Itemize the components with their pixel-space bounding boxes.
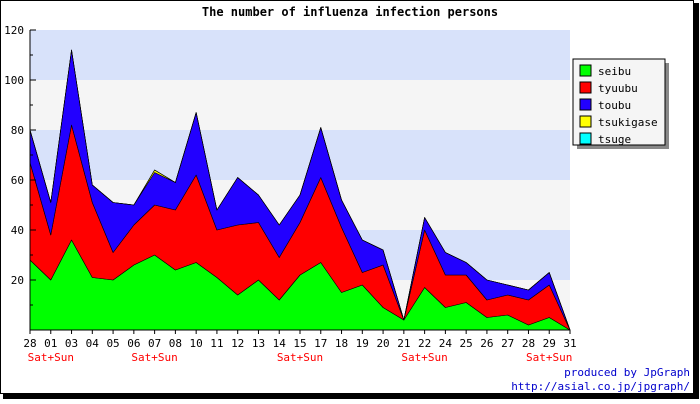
y-tick-label: 100 xyxy=(4,74,24,87)
y-tick-label: 60 xyxy=(11,174,24,187)
legend-label-tyuubu: tyuubu xyxy=(598,82,638,95)
y-tick-label: 120 xyxy=(4,24,24,37)
credit-line-2: http://asial.co.jp/jpgraph/ xyxy=(511,380,690,393)
x-tick-label: 27 xyxy=(501,337,514,350)
y-tick-label: 20 xyxy=(11,274,24,287)
legend-swatch-seibu xyxy=(579,64,592,77)
plot-band xyxy=(30,80,570,130)
x-tick-label: 31 xyxy=(563,337,576,350)
x-axis: 28 01 03 04 05 06 07 08 10 11 12 13 14 15 17 18 19 20 21 22… xyxy=(23,329,577,364)
x-tick-label: 04 xyxy=(86,337,100,350)
x-tick-label: 21 xyxy=(397,337,410,350)
x-tick-label: 06 xyxy=(127,337,140,350)
chart-title: The number of influenza infection person… xyxy=(202,5,498,19)
x-tick-label: 29 xyxy=(543,337,556,350)
x-tick-label: 05 xyxy=(106,337,119,350)
plot-band xyxy=(30,130,570,180)
x-tick-label: 28 xyxy=(522,337,535,350)
x-tick-label: 28 xyxy=(23,337,36,350)
x-tick-label: 03 xyxy=(65,337,78,350)
x-tick-label: 07 xyxy=(148,337,161,350)
x-tick-label: 11 xyxy=(210,337,223,350)
legend-label-tsuge: tsuge xyxy=(598,133,631,146)
x-tick-label: 12 xyxy=(231,337,244,350)
x-weekend-label: Sat+Sun xyxy=(277,351,323,364)
x-tick-label: 25 xyxy=(460,337,473,350)
x-tick-label: 08 xyxy=(169,337,182,350)
x-tick-label: 26 xyxy=(480,337,493,350)
plot-areas xyxy=(29,49,571,331)
x-weekend-label: Sat+Sun xyxy=(28,351,74,364)
plot-band xyxy=(30,30,570,80)
y-tick-label: 40 xyxy=(11,224,24,237)
x-tick-label: 19 xyxy=(356,337,369,350)
legend-label-toubu: toubu xyxy=(598,99,631,112)
y-tick-label: 80 xyxy=(11,124,24,137)
legend-label-seibu: seibu xyxy=(598,65,631,78)
x-tick-label: 10 xyxy=(190,337,203,350)
x-tick-label: 17 xyxy=(314,337,327,350)
legend-swatch-toubu xyxy=(579,98,592,111)
x-weekend-label: Sat+Sun xyxy=(401,351,447,364)
legend-swatch-tyuubu xyxy=(579,81,592,94)
legend-label-tsukigase: tsukigase xyxy=(598,116,658,129)
legend-swatch-tsuge xyxy=(579,132,592,145)
x-tick-label: 15 xyxy=(293,337,306,350)
x-tick-label: 14 xyxy=(273,337,287,350)
legend: seibu tyuubu toubu tsukigase tsuge xyxy=(572,58,669,149)
legend-swatch-tsukigase xyxy=(579,115,592,128)
credit-line-1: produced by JpGraph xyxy=(564,366,690,379)
y-axis: 20 40 60 80 100 120 xyxy=(4,24,36,330)
x-tick-label: 22 xyxy=(418,337,431,350)
x-tick-label: 18 xyxy=(335,337,348,350)
x-tick-label: 24 xyxy=(439,337,453,350)
x-tick-label: 20 xyxy=(376,337,389,350)
x-weekend-label: Sat+Sun xyxy=(526,351,572,364)
x-tick-label: 01 xyxy=(44,337,57,350)
x-weekend-label: Sat+Sun xyxy=(131,351,177,364)
x-tick-label: 13 xyxy=(252,337,265,350)
